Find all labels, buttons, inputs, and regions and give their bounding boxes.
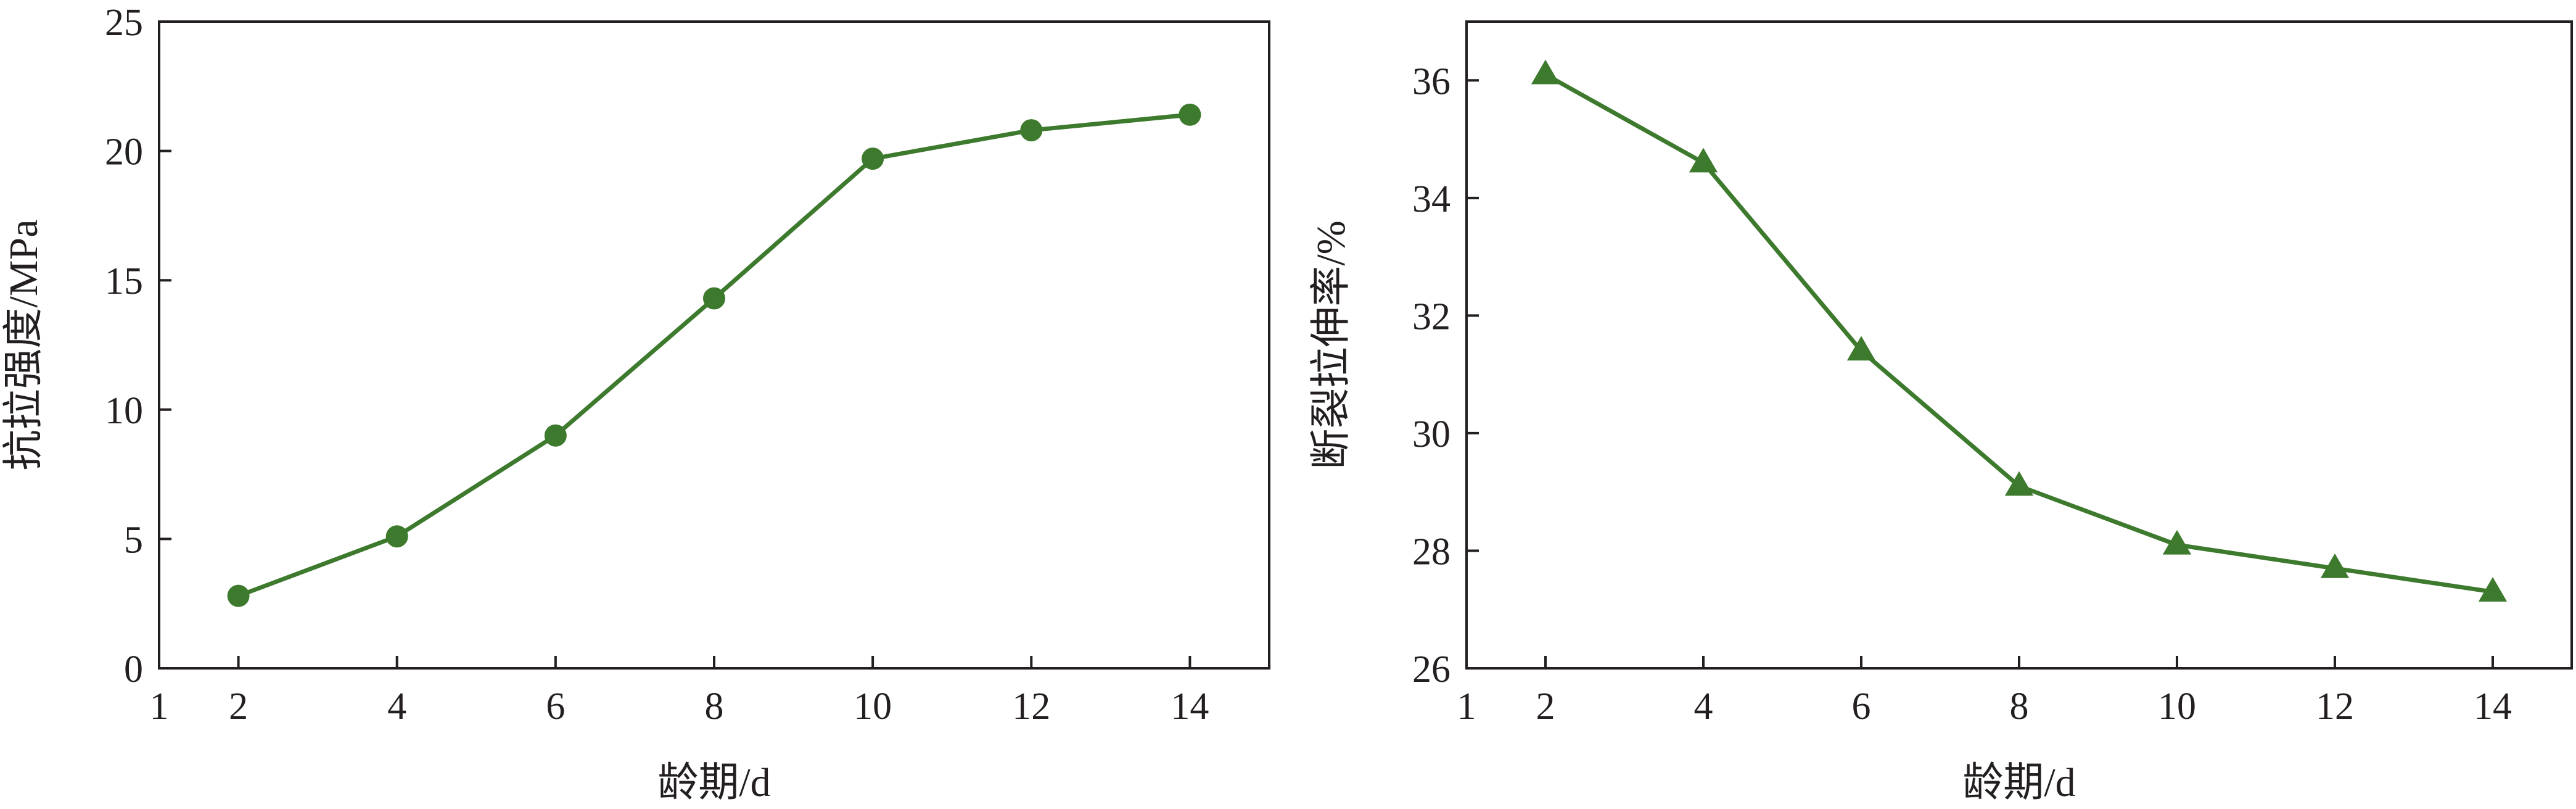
right-data-point <box>2478 576 2508 602</box>
right-y-tick-label: 30 <box>1412 413 1451 455</box>
right-x-tick-label: 4 <box>1694 686 1713 728</box>
right-x-tick-label: 14 <box>2474 686 2512 728</box>
right-x-axis-title: 龄期/d <box>1962 760 2075 805</box>
left-y-tick-label: 0 <box>124 649 143 691</box>
left-data-point <box>385 525 408 548</box>
left-data-point <box>544 424 567 447</box>
left-data-point <box>1179 103 1201 126</box>
left-data-point <box>703 287 725 310</box>
left-x-tick-label: 14 <box>1171 686 1209 728</box>
right-data-point <box>2162 529 2192 555</box>
left-y-tick-label: 25 <box>105 2 143 44</box>
left-x-tick-label: 8 <box>705 686 724 728</box>
right-data-point <box>1846 336 1876 361</box>
right-x-tick-label: 2 <box>1536 686 1555 728</box>
right-y-tick-label: 28 <box>1412 531 1451 573</box>
left-y-axis-title: 抗拉强度/MPa <box>1 219 46 470</box>
right-series-line <box>1544 72 2493 594</box>
left-data-point <box>862 147 884 170</box>
left-x-tick-label: 4 <box>387 686 406 728</box>
right-y-tick-label: 26 <box>1412 649 1451 691</box>
left-y-tick-label: 5 <box>124 519 143 561</box>
left-y-tick-label: 15 <box>105 260 143 302</box>
left-plot-frame <box>158 20 1270 670</box>
right-y-axis-title: 断裂拉伸率/% <box>1309 220 1354 469</box>
left-x-axis-title: 龄期/d <box>657 760 770 805</box>
right-data-point <box>1689 147 1718 173</box>
right-data-point <box>2004 471 2034 496</box>
right-x-tick-label: 8 <box>2010 686 2029 728</box>
right-x-tick-label: 6 <box>1852 686 1871 728</box>
left-y-tick-label: 20 <box>105 131 143 173</box>
left-x-tick-label: 10 <box>854 686 892 728</box>
left-series-line <box>237 112 1190 598</box>
left-x-tick-label: 6 <box>546 686 565 728</box>
right-x-tick-label: 12 <box>2316 686 2354 728</box>
left-y-tick-label: 10 <box>105 390 143 432</box>
left-x-tick-label: 2 <box>229 686 248 728</box>
right-y-tick-label: 32 <box>1412 296 1451 338</box>
right-x-tick-label: 1 <box>1457 686 1476 728</box>
right-plot-frame <box>1465 20 2573 670</box>
left-x-tick-label: 12 <box>1012 686 1050 728</box>
right-x-tick-label: 10 <box>2158 686 2196 728</box>
right-y-tick-label: 36 <box>1412 60 1451 102</box>
left-x-tick-label: 1 <box>150 686 169 728</box>
right-data-point <box>1531 59 1560 85</box>
right-y-tick-label: 34 <box>1412 178 1451 220</box>
left-data-point <box>1020 119 1043 142</box>
right-data-point <box>2320 553 2350 578</box>
left-data-point <box>227 584 250 607</box>
